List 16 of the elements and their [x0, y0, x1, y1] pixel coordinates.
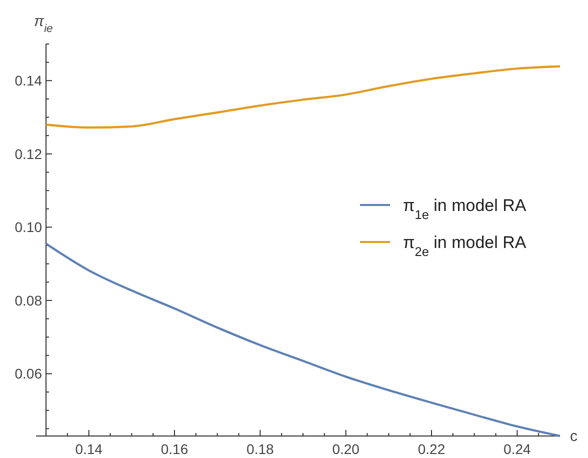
x-tick-label: 0.22 — [418, 441, 446, 457]
line-series — [44, 65, 562, 129]
x-tick-label: 0.14 — [75, 441, 103, 457]
x-tick-label: 0.18 — [246, 441, 274, 457]
y-tick-label: 0.12 — [14, 146, 42, 162]
y-tick-label: 0.14 — [14, 72, 42, 89]
x-tick-label: 0.16 — [160, 441, 188, 457]
x-tick-label: 0.24 — [504, 441, 532, 457]
x-tick-label: 0.20 — [332, 441, 360, 457]
y-tick-label: 0.08 — [14, 292, 42, 308]
legend-label: π$_{2e}$ in model RA — [403, 233, 527, 258]
y-tick-label: 0.10 — [14, 219, 42, 236]
legend-label: π$_{1e}$ in model RA — [403, 196, 527, 222]
y-axis-title: π$_{ie}$ — [34, 13, 53, 35]
x-axis-title: c — [570, 428, 578, 445]
y-tick-label: 0.06 — [14, 366, 42, 382]
